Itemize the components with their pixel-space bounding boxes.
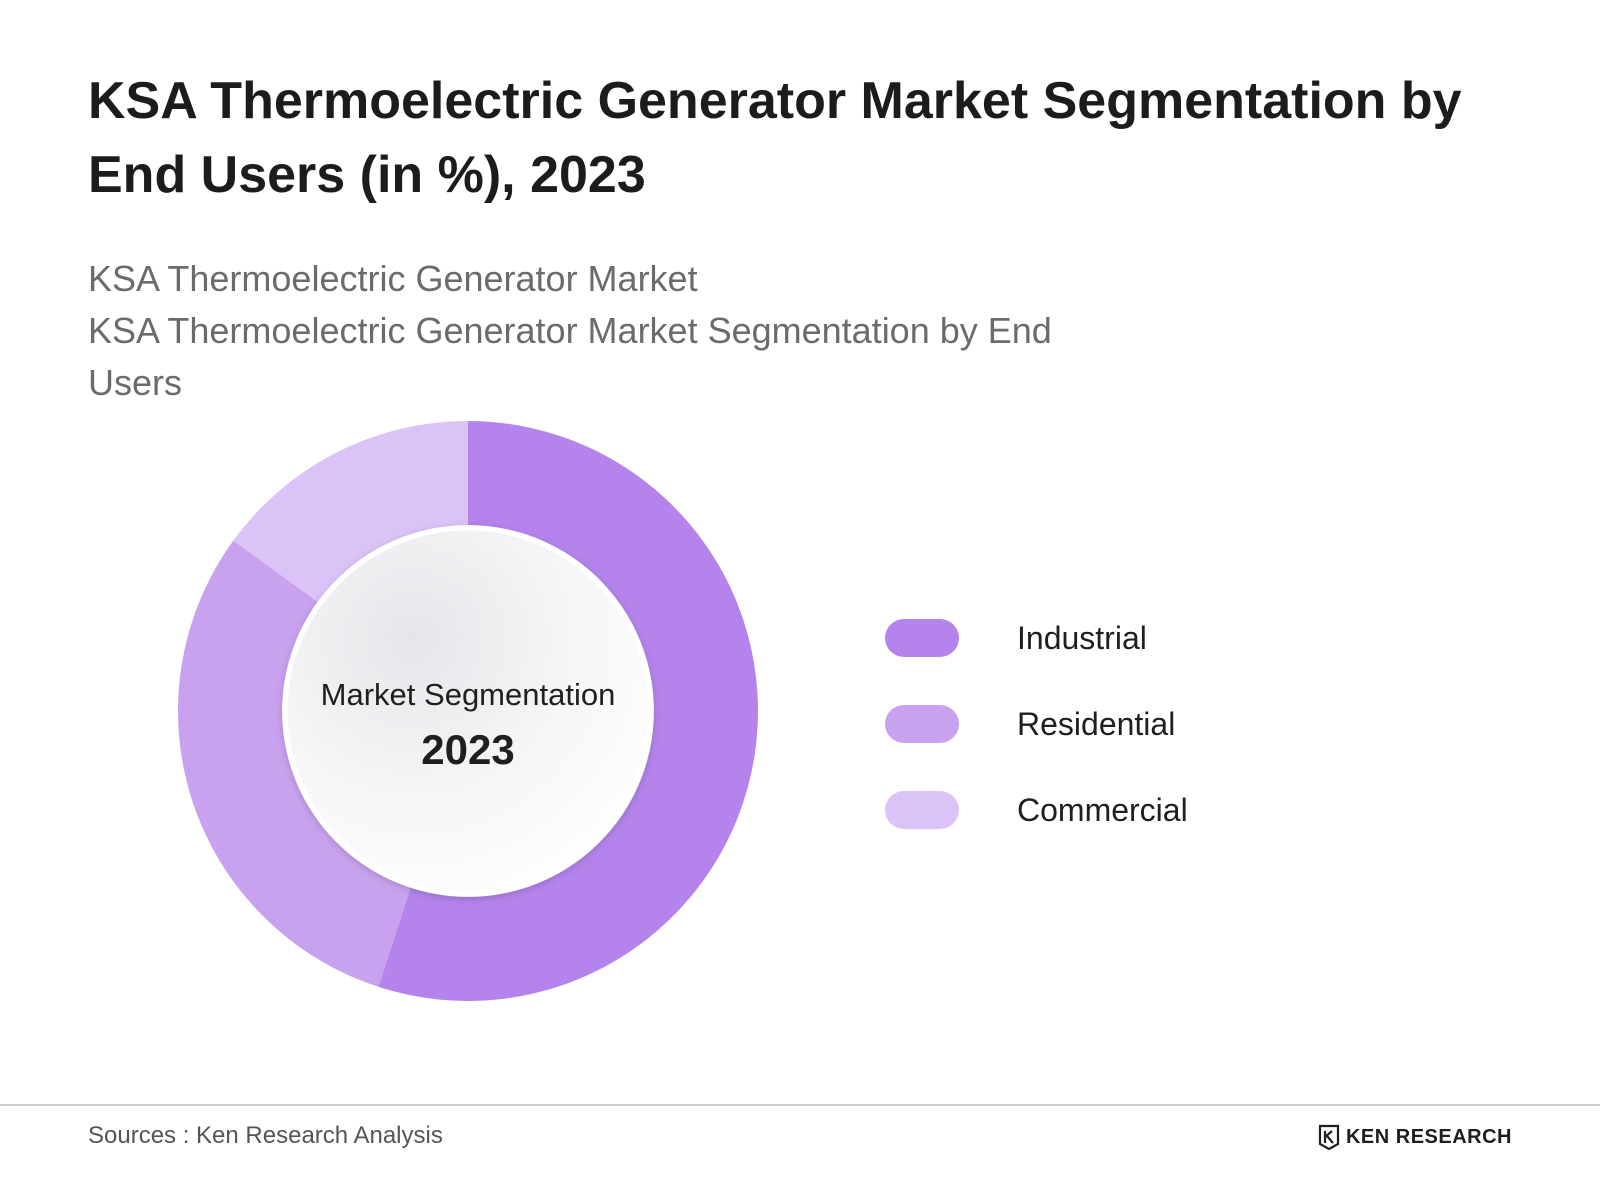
chart-legend: Industrial Residential Commercial [885,595,1188,853]
legend-swatch-residential [885,705,959,743]
source-note: Sources : Ken Research Analysis [88,1122,443,1149]
brand-logo: KEN RESEARCH [1318,1124,1512,1150]
donut-slice-industrial [378,421,758,1001]
chart-title: KSA Thermoelectric Generator Market Segm… [88,72,1462,204]
donut-center [282,525,654,897]
donut-slice-residential [177,540,411,987]
legend-item-industrial: Industrial [885,595,1188,681]
center-year: 2023 [421,726,514,773]
legend-item-residential: Residential [885,681,1188,767]
donut-chart-svg: Market Segmentation 2023 [177,421,758,1001]
legend-swatch-commercial [885,791,959,829]
brand-text: KEN RESEARCH [1345,1125,1512,1148]
donut-slices [177,421,758,1001]
chart-subtitle: KSA Thermoelectric Generator Market KSA … [88,253,1088,409]
ken-research-logo-icon [1318,1124,1340,1150]
legend-swatch-industrial [885,619,959,657]
center-label: Market Segmentation [321,677,616,712]
donut-slice-commercial [233,421,468,602]
footer-divider [0,1104,1600,1106]
legend-label-commercial: Commercial [1017,791,1188,828]
subtitle-line-1: KSA Thermoelectric Generator Market [88,258,698,299]
subtitle-line-2: KSA Thermoelectric Generator Market Segm… [88,310,1052,403]
donut-chart: Market Segmentation 2023 [158,420,778,1040]
legend-label-residential: Residential [1017,705,1176,742]
legend-item-commercial: Commercial [885,767,1188,853]
legend-label-industrial: Industrial [1017,619,1147,656]
